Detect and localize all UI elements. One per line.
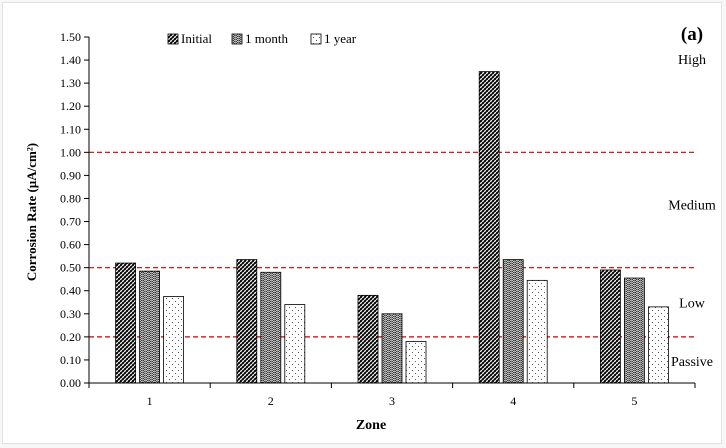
x-tick-label: 3 [389,394,395,408]
bar-1-year [163,296,185,384]
y-tick-label: 0.50 [60,261,81,275]
bar-1-month [139,270,161,384]
bar-1-month [624,277,645,384]
y-tick-label: 1.10 [60,122,81,136]
y-axis-label: Corrosion Rate (µA/cm²) [24,143,39,281]
y-tick-label: 1.00 [60,145,81,159]
legend-label: Initial [181,31,212,46]
bar-initial [115,262,136,384]
y-tick-label: 1.30 [60,76,81,90]
y-tick-label: 0.00 [60,376,81,390]
axes [88,37,695,384]
y-tick-label: 0.30 [60,307,81,321]
legend: Initial 1 month 1 year [167,31,357,46]
threshold-lines [89,151,695,338]
y-tick-label: 0.60 [60,238,81,252]
zone-label: Medium [668,198,716,213]
chart-frame: 0.00 0.10 0.20 0.30 0.40 0.50 0.60 0.70 0.80 0.90… [2,2,722,444]
x-tick-label: 5 [631,394,637,408]
x-tick-label: 4 [510,394,516,408]
y-tick-label: 1.50 [60,30,81,44]
y-ticks: 0.00 0.10 0.20 0.30 0.40 0.50 0.60 0.70 0.80 0.90… [60,30,89,390]
zone-labels: High Medium Low Passive [668,53,716,370]
x-ticks: 1 2 3 4 5 [88,383,696,408]
x-tick-label: 2 [268,394,274,408]
corrosion-rate-chart: 0.00 0.10 0.20 0.30 0.40 0.50 0.60 0.70 0.80 0.90… [24,24,716,433]
x-axis-label: Zone [356,418,386,433]
y-tick-label: 0.70 [60,215,81,229]
bar-1-year [284,304,306,384]
bar-initial [600,269,621,384]
bar-1-year [405,341,427,384]
legend-swatch [167,33,179,45]
y-tick-label: 1.40 [60,53,81,67]
zone-label: High [678,53,706,68]
legend-swatch [231,33,243,45]
x-tick-label: 1 [147,394,153,408]
zone-label: Passive [671,355,713,370]
legend-label: 1 month [245,31,288,46]
y-tick-label: 0.20 [60,330,81,344]
y-tick-label: 0.40 [60,284,81,298]
bar-1-month [260,271,282,384]
bar-1-year [648,306,669,384]
legend-label: 1 year [324,31,357,46]
bar-1-year [526,279,548,384]
bar-1-month [381,313,403,384]
y-tick-label: 0.90 [60,168,81,182]
bar-initial [478,71,500,384]
y-tick-label: 0.80 [60,191,81,205]
bar-initial [357,294,379,384]
bar-1-month [502,259,524,384]
y-tick-label: 0.10 [60,353,81,367]
y-tick-label: 1.20 [60,99,81,113]
panel-label: (a) [681,24,703,45]
zone-label: Low [679,296,706,311]
legend-swatch [310,33,322,45]
bar-initial [236,259,258,384]
